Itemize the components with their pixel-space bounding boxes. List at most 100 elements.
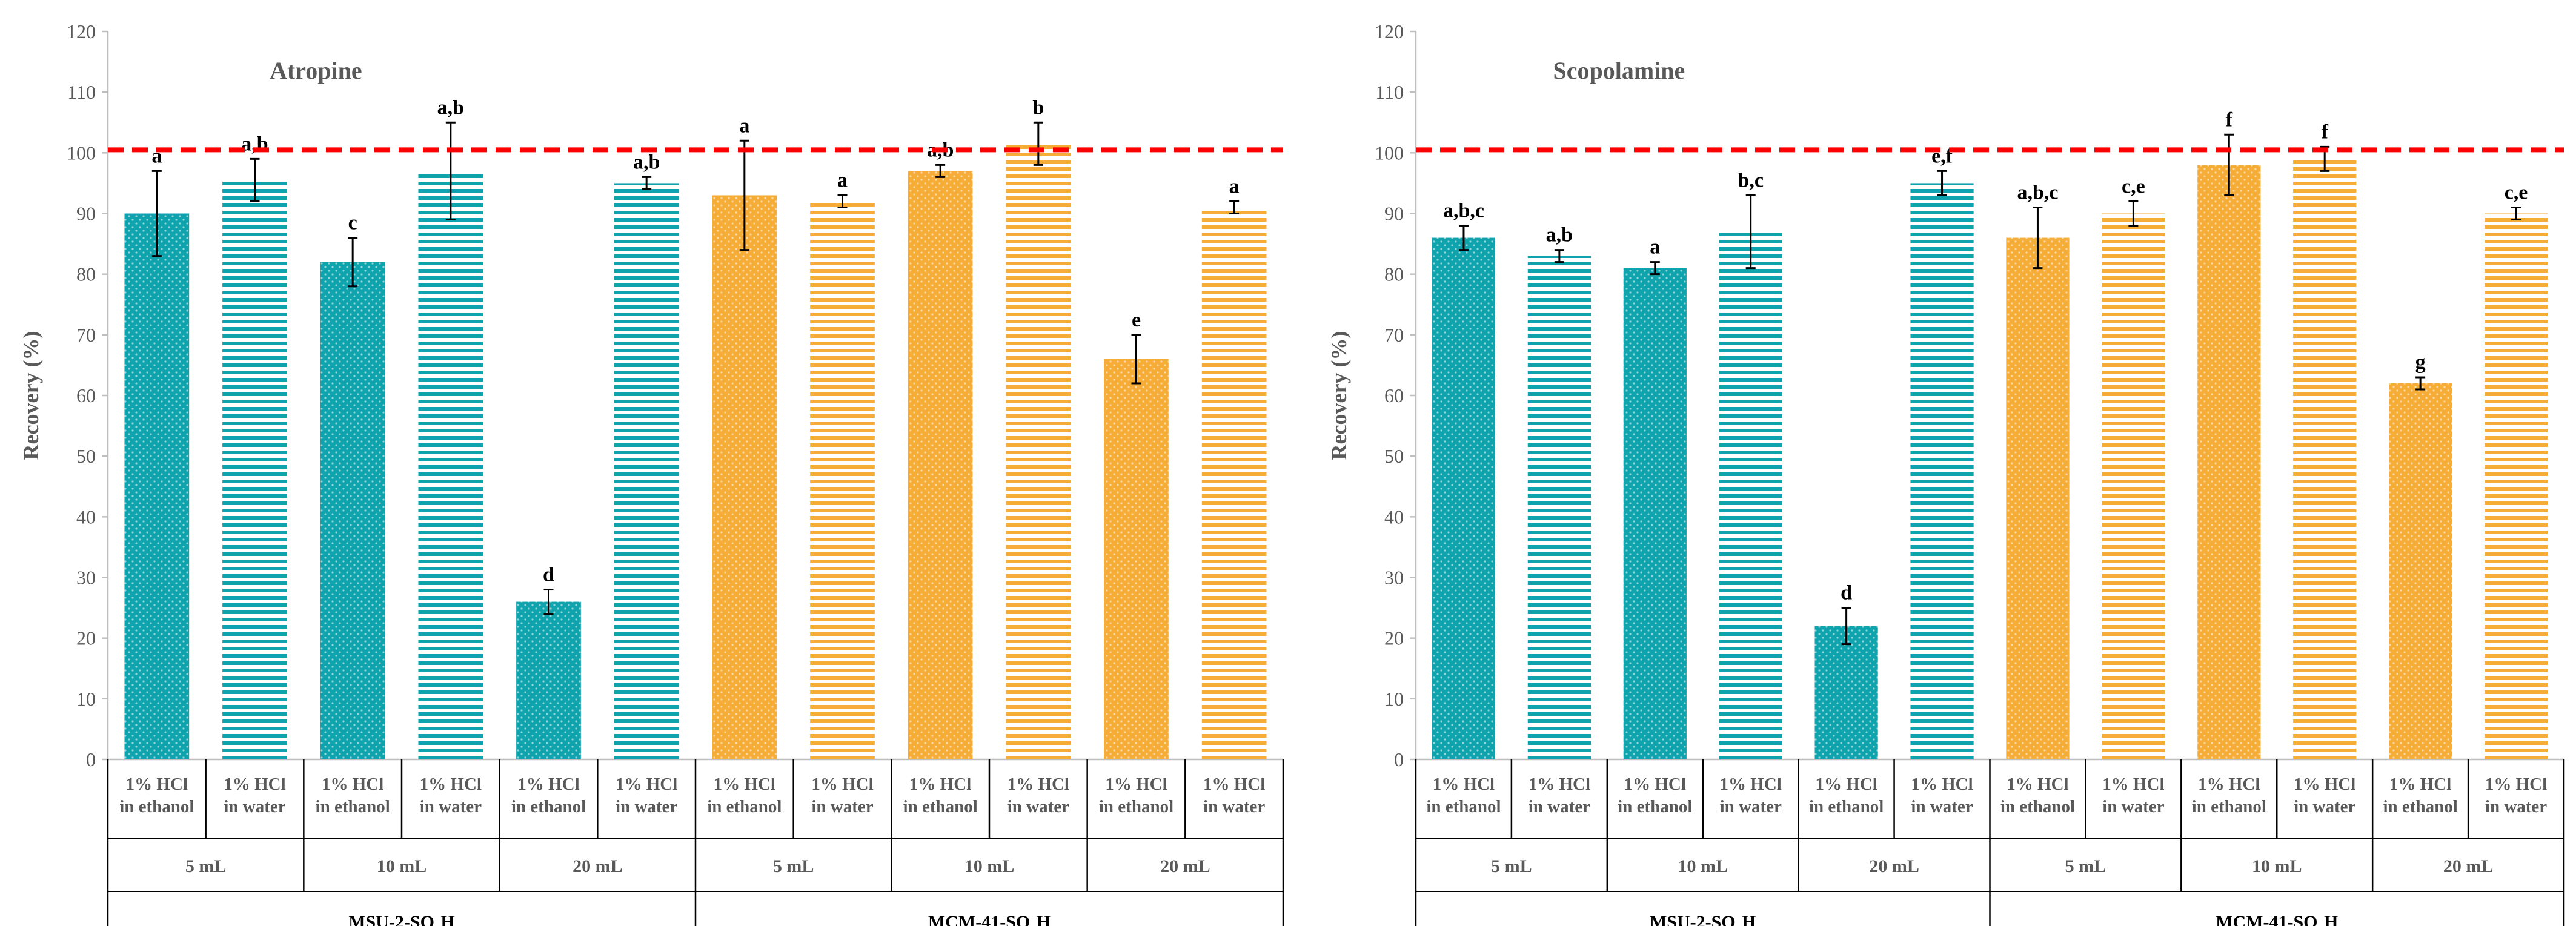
bar [124, 213, 190, 759]
bar [1104, 359, 1169, 759]
category-label-line1: 1% HCl [1529, 775, 1590, 794]
category-label-line1: 1% HCl [909, 775, 971, 794]
category-label-line2: in water [224, 797, 285, 816]
category-label-line1: 1% HCl [2102, 775, 2164, 794]
significance-label: f [2226, 108, 2233, 131]
significance-label: c,e [2122, 175, 2145, 197]
category-label-line1: 1% HCl [1105, 775, 1167, 794]
bar [1814, 626, 1878, 759]
y-tick-label: 30 [76, 567, 96, 589]
category-label-line1: 1% HCl [811, 775, 873, 794]
bar [614, 183, 679, 760]
volume-label: 10 mL [964, 856, 1015, 876]
category-label-line2: in water [616, 797, 677, 816]
category-label-line1: 1% HCl [322, 775, 383, 794]
significance-label: c,e [2505, 181, 2528, 203]
y-tick-label: 70 [76, 324, 96, 346]
category-label-line2: in water [2102, 797, 2164, 816]
y-tick-label: 100 [1375, 142, 1404, 164]
y-tick-label: 50 [1384, 445, 1404, 467]
bar [2389, 383, 2452, 759]
significance-label: a,b [633, 151, 660, 173]
significance-label: a,b,c [1443, 200, 1484, 222]
category-label-line2: in ethanol [2383, 797, 2457, 816]
group-label: MSU-2-SO3H [348, 912, 455, 926]
y-tick-label: 60 [1384, 385, 1404, 406]
y-tick-label: 10 [1384, 688, 1404, 710]
volume-label: 5 mL [1491, 856, 1532, 876]
bar [418, 171, 483, 760]
y-tick-label: 10 [76, 688, 96, 710]
significance-label: a,b,c [2017, 181, 2058, 203]
category-label-line2: in ethanol [2192, 797, 2266, 816]
category-label-line1: 1% HCl [1203, 775, 1265, 794]
y-tick-label: 70 [1384, 324, 1404, 346]
category-label-line2: in water [1911, 797, 1973, 816]
scopolamine-chart: 0 10 20 30 40 50 60 70 80 90 100 110 120 Recovery (%)… [1327, 21, 2565, 926]
group-label: MCM-41-SO3H [2216, 912, 2338, 926]
category-label-line1: 1% HCl [1911, 775, 1973, 794]
y-tick-label: 40 [76, 506, 96, 527]
y-tick-label: 90 [1384, 203, 1404, 225]
category-label-line2: in ethanol [1426, 797, 1501, 816]
bar [712, 195, 777, 759]
y-tick-label: 40 [1384, 506, 1404, 527]
category-label-line2: in ethanol [119, 797, 194, 816]
bar [320, 262, 385, 760]
bar [222, 180, 287, 759]
volume-label: 20 mL [573, 856, 623, 876]
category-label-line2: in water [420, 797, 482, 816]
category-label-line1: 1% HCl [2007, 775, 2068, 794]
volume-label: 10 mL [1678, 856, 1728, 876]
y-axis-label: Recovery (%) [1327, 331, 1351, 460]
y-tick-label: 20 [76, 627, 96, 649]
category-label-line2: in water [1007, 797, 1069, 816]
bar [810, 201, 875, 759]
category-label-line2: in ethanol [707, 797, 782, 816]
bar [2102, 213, 2165, 759]
significance-label: g [2415, 351, 2426, 374]
bar [516, 601, 581, 759]
bar [1006, 144, 1071, 759]
significance-label: e [1132, 309, 1141, 331]
y-tick-label: 60 [76, 385, 96, 406]
category-label-line1: 1% HCl [1433, 775, 1495, 794]
significance-label: a [1229, 175, 1240, 197]
y-axis-label: Recovery (%) [19, 331, 43, 460]
category-label-line1: 1% HCl [714, 775, 775, 794]
y-tick-label: 110 [1375, 81, 1404, 103]
category-label-line1: 1% HCl [126, 775, 188, 794]
significance-label: a,b [1546, 224, 1573, 246]
bar [2197, 165, 2261, 759]
significance-label: a [837, 169, 848, 191]
category-label-line2: in water [1529, 797, 1590, 816]
bar [2293, 159, 2357, 760]
significance-label: a,b [437, 96, 464, 119]
category-label-line2: in ethanol [1618, 797, 1692, 816]
significance-label: d [1841, 582, 1852, 604]
category-label-line2: in water [2485, 797, 2547, 816]
category-label-line1: 1% HCl [2485, 775, 2547, 794]
bar [2006, 237, 2070, 760]
y-tick-label: 20 [1384, 627, 1404, 649]
category-label-line1: 1% HCl [2294, 775, 2355, 794]
bar [1719, 231, 1782, 759]
category-label-line2: in water [811, 797, 873, 816]
group-label: MCM-41-SO3H [928, 912, 1051, 926]
y-tick-label: 120 [1375, 21, 1404, 42]
bar [2484, 213, 2548, 759]
bar [1527, 256, 1591, 759]
category-label-line2: in ethanol [2000, 797, 2075, 816]
chart-title: Scopolamine [1553, 57, 1685, 84]
y-tick-label: 100 [67, 142, 96, 164]
atropine-chart: 0 10 20 30 40 50 60 70 80 90 100 110 120 Recovery (%)… [19, 21, 1284, 926]
category-label-line2: in water [1720, 797, 1782, 816]
y-tick-label: 90 [76, 203, 96, 225]
y-tick-label: 120 [67, 21, 96, 42]
y-tick-label: 80 [1384, 263, 1404, 285]
volume-label: 5 mL [2065, 856, 2106, 876]
bar [1432, 237, 1496, 760]
category-label-line1: 1% HCl [1007, 775, 1069, 794]
